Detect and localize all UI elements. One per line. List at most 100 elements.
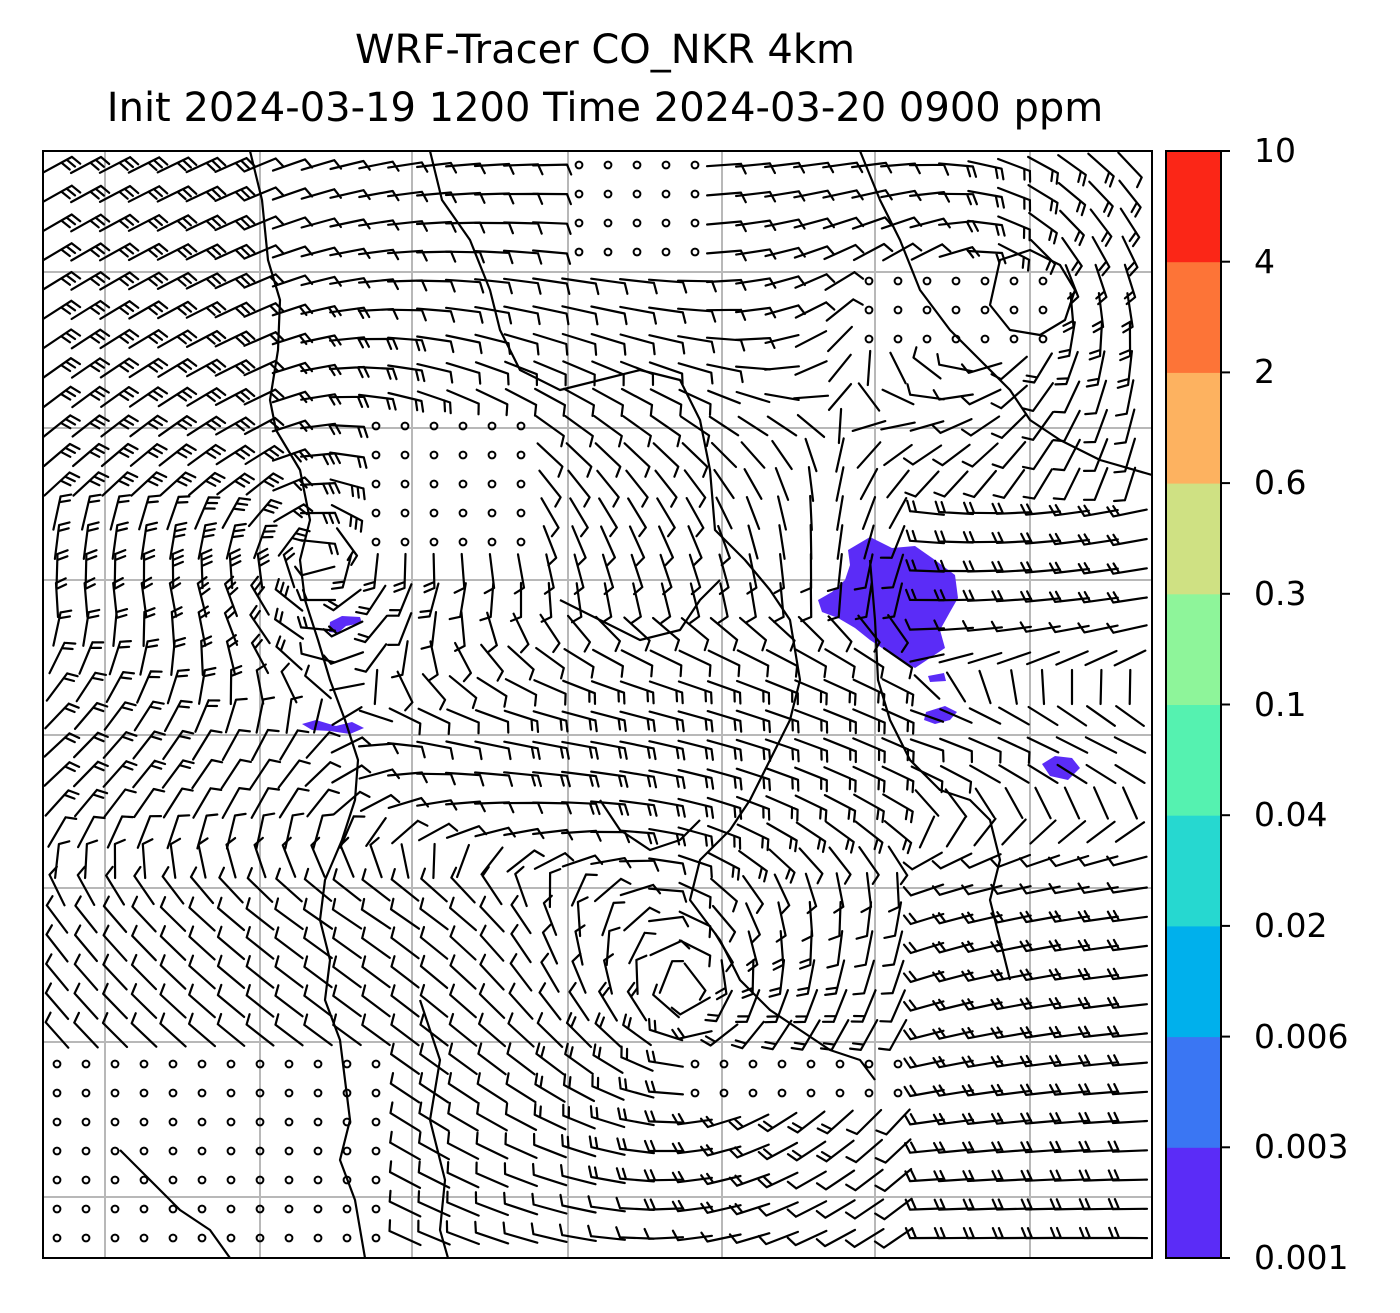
wind-barb-822 [706,768,743,791]
wind-barb-360 [535,415,565,448]
wind-barb-297 [912,346,942,380]
wind-barb-991 [102,895,128,933]
wind-barb-943 [902,851,943,871]
wind-barb-984 [990,883,1032,895]
wind-barb-581 [323,588,362,612]
wind-barb-1072 [245,955,275,989]
wind-barb-1142 [73,1011,99,1049]
wind-barb-1247 [903,1084,945,1098]
wind-barb-41 [98,185,140,203]
wind-barb-760 [1115,705,1145,727]
wind-barb-1174 [990,1026,1032,1039]
wind-barb-981 [902,883,945,897]
wind-barb-759 [1086,705,1116,727]
wind-barb-898 [707,824,742,850]
wind-barb-230 [70,328,111,350]
wind-barb-784 [706,739,743,762]
wind-barb-294 [828,353,852,383]
coastline-layer [119,151,1152,1258]
wind-barb-130 [473,250,514,265]
wind-barb-708 [706,680,742,705]
calm-circle-1241 [748,1088,758,1098]
wind-barb-407 [804,437,818,473]
wind-barb-591 [630,582,642,624]
wind-barb-79 [98,213,140,233]
calm-circle-1338 [255,1175,265,1185]
calm-circle-508 [429,537,439,547]
calm-circle-355 [400,421,410,431]
wind-barb-710 [765,679,799,706]
calm-circle-1373 [168,1204,178,1214]
wind-barb-70 [937,192,978,206]
wind-barb-210 [590,305,628,326]
wind-barb-278 [357,366,398,381]
wind-barb-36 [1057,154,1087,187]
wind-barb-1178 [1107,1025,1148,1038]
wind-barb-903 [854,820,884,854]
wind-barb-32 [938,162,978,178]
wind-barb-1112 [303,984,333,1018]
wind-barb-877 [106,815,134,849]
wind-barb-482 [777,495,787,531]
wind-barb-906 [945,816,967,848]
calm-circle-356 [429,421,439,431]
wind-barb-850 [416,799,458,811]
colorbar-tick-label: 0.1 [1254,684,1307,724]
wind-barb-1027 [45,924,69,963]
wind-barb-779 [561,740,599,760]
wind-barb-1070 [188,954,216,990]
calm-circle-1182 [139,1059,149,1069]
calm-circle-359 [516,421,526,431]
calm-circle-260 [951,334,961,344]
wind-barb-198 [243,302,285,318]
wind-barb-1126 [704,989,733,1023]
wind-barb-504 [300,539,339,556]
wind-barb-249 [619,333,656,356]
wind-barb-919 [225,837,237,879]
wind-barb-827 [852,765,886,793]
calm-circle-430 [371,479,381,489]
calm-circle-1222 [197,1088,207,1098]
wind-barb-149 [1029,238,1057,275]
calm-circle-358 [487,421,497,431]
coastline-east [858,151,1152,477]
wind-barb-348 [186,415,227,437]
wind-barb-713 [852,678,886,707]
wind-barb-147 [966,249,1007,265]
wind-barb-110 [997,215,1031,242]
wind-barb-1 [43,155,82,174]
wind-barb-148 [997,243,1031,272]
wind-barb-1033 [216,925,246,961]
wind-barb-1254 [1107,1083,1149,1096]
calm-circle-470 [429,508,439,518]
wind-barb-1079 [449,954,477,990]
wind-barb-71 [967,189,1005,209]
wind-barb-172 [590,277,629,295]
coastline-central [428,151,876,1081]
calm-circle-510 [487,537,497,547]
wind-barb-63 [735,190,777,203]
wind-barb-438 [596,469,620,508]
wind-barb-909 [1029,819,1057,845]
calm-circle-134 [603,247,613,257]
wind-barb-306 [71,385,110,409]
wind-barb-835 [1085,763,1117,785]
wind-barb-963 [390,868,420,902]
calm-circle-1259 [168,1117,178,1127]
wind-barb-1279 [728,1113,770,1131]
wind-barb-1429 [671,1229,713,1242]
tracer-blob-small-east [928,673,946,682]
wind-barb-386 [187,443,226,467]
wind-barb-1013 [745,902,761,944]
wind-barb-751 [852,708,886,735]
wind-barb-993 [159,896,187,932]
wind-barb-732 [313,698,323,734]
wind-barb-345 [100,414,139,438]
wind-barb-611 [112,608,129,647]
wind-barb-129 [444,250,485,264]
wind-barb-486 [888,497,908,529]
wind-barb-1386 [531,1192,568,1215]
wind-barb-544 [362,553,379,592]
wind-barb-897 [677,826,714,849]
calm-circle-1204 [777,1059,787,1069]
